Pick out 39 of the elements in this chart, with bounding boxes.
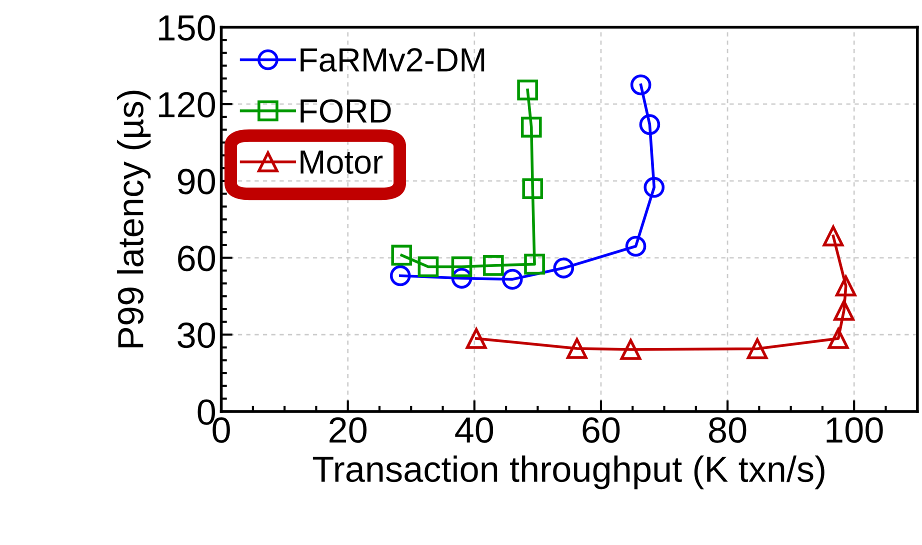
point (566, 338, 588, 359)
point (522, 178, 544, 200)
x-tick-label: 20 (330, 417, 367, 443)
y-tick-label: 120 (158, 92, 216, 118)
y-tick-label: 150 (158, 15, 216, 41)
point (390, 265, 411, 286)
legend-label: FORD (300, 99, 391, 123)
y-tick-label: 60 (178, 246, 216, 272)
point (520, 116, 542, 138)
y-axis-title: P99 latency (µs) (116, 90, 151, 348)
point (625, 236, 646, 257)
point (828, 328, 849, 349)
y-tick-label: 90 (178, 168, 216, 194)
x-tick-label: 80 (709, 417, 746, 443)
point (482, 255, 504, 276)
point (630, 74, 652, 96)
point (834, 300, 854, 321)
point (835, 276, 856, 296)
point (418, 256, 439, 278)
legend-label: FaRMv2-DM (300, 48, 484, 72)
x-tick-label: 60 (582, 417, 620, 443)
y-tick-label: 30 (178, 322, 216, 348)
point (502, 268, 523, 290)
legend-label: Motor (300, 150, 383, 174)
point (746, 338, 768, 360)
point (822, 226, 844, 246)
point (639, 114, 660, 136)
point (391, 244, 412, 266)
point (451, 256, 472, 278)
point (524, 254, 545, 275)
point (620, 339, 642, 360)
point (466, 328, 487, 349)
point (644, 176, 665, 198)
x-axis-title: Transaction throughput (K txn/s) (312, 456, 824, 490)
point (517, 80, 538, 100)
x-tick-label: 100 (826, 417, 883, 443)
x-tick-label: 40 (455, 417, 494, 443)
y-tick-label: 0 (198, 399, 216, 425)
point (553, 258, 574, 278)
